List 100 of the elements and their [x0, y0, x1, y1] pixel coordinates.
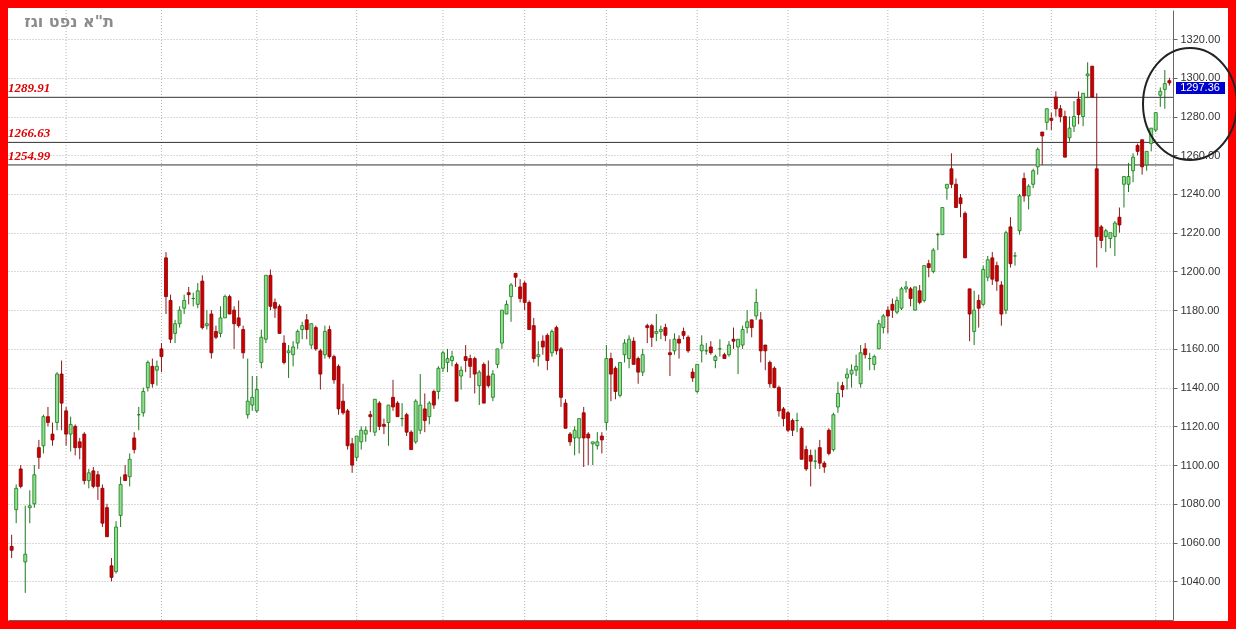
- candlestick: [1031, 168, 1036, 189]
- candlestick: [1026, 183, 1031, 210]
- candlestick: [23, 505, 28, 594]
- candlestick: [672, 332, 677, 356]
- y-tick-label: 1220.00: [1180, 226, 1221, 239]
- candlestick: [68, 416, 73, 453]
- candlestick: [250, 375, 255, 412]
- ref-line-label: 1289.91: [8, 80, 51, 96]
- y-tick-label: 1160.00: [1180, 342, 1220, 355]
- candlestick: [386, 404, 391, 447]
- candlestick: [536, 340, 541, 367]
- candlestick: [309, 323, 314, 350]
- candlestick: [245, 358, 250, 420]
- candlestick: [50, 421, 55, 447]
- candlestick: [195, 282, 200, 309]
- candlestick: [422, 392, 427, 433]
- candlestick: [254, 375, 259, 414]
- candlestick: [318, 348, 323, 391]
- candlestick: [1144, 150, 1149, 172]
- ref-line-label: 1254.99: [8, 147, 51, 163]
- candlestick: [658, 325, 663, 340]
- candlestick: [73, 423, 78, 456]
- y-tick-label: 1100.00: [1180, 458, 1220, 471]
- candlestick: [654, 313, 659, 342]
- candlestick: [313, 325, 318, 352]
- candlestick: [1013, 251, 1017, 267]
- candlestick: [649, 323, 654, 348]
- candlestick: [282, 334, 286, 365]
- candlestick: [123, 464, 128, 482]
- candlestick: [1162, 69, 1167, 110]
- candlestick: [668, 338, 672, 377]
- candlestick: [86, 468, 91, 489]
- candlestick: [377, 400, 382, 431]
- candlestick: [1112, 220, 1117, 257]
- candlestick: [931, 247, 936, 274]
- candlestick: [990, 251, 995, 286]
- candlestick: [599, 431, 604, 454]
- candlestick: [36, 439, 41, 470]
- candlestick: [477, 369, 482, 406]
- candlestick: [590, 441, 595, 466]
- candlestick: [14, 483, 19, 524]
- y-tick-label: 1080.00: [1180, 497, 1221, 510]
- candlestick: [490, 369, 495, 402]
- y-tick-label: 1140.00: [1180, 381, 1220, 394]
- candlestick: [808, 449, 813, 487]
- candlestick: [150, 358, 155, 389]
- candlestick: [994, 261, 999, 292]
- candlestick: [445, 348, 450, 373]
- candlestick: [182, 294, 187, 315]
- candlestick: [1044, 108, 1049, 131]
- y-tick-label: 1240.00: [1180, 187, 1221, 200]
- candlestick: [132, 431, 137, 454]
- candlestick: [286, 344, 291, 379]
- candlestick: [1158, 86, 1163, 108]
- candlestick: [645, 323, 650, 344]
- candlestick: [1081, 92, 1086, 127]
- candlestick: [908, 286, 913, 307]
- candlestick: [109, 557, 114, 582]
- candlestick: [1040, 131, 1045, 166]
- candlestick: [1022, 172, 1026, 203]
- candlestick: [155, 360, 159, 387]
- candlestick: [817, 439, 822, 470]
- candlestick: [972, 290, 977, 346]
- candlestick: [1103, 228, 1108, 253]
- candlestick: [1035, 146, 1040, 176]
- candlestick: [46, 406, 50, 427]
- chart-title: ת"א נפט וגז: [24, 12, 114, 31]
- candlestick: [463, 344, 468, 373]
- candlestick: [127, 452, 132, 487]
- candlestick: [717, 338, 722, 358]
- candlestick: [622, 338, 627, 363]
- candlestick: [1117, 207, 1122, 234]
- y-tick-label: 1280.00: [1180, 110, 1221, 123]
- candlestick: [976, 294, 981, 329]
- candlestick: [1085, 61, 1090, 98]
- candlestick: [945, 183, 949, 201]
- y-tick-label: 1320.00: [1180, 32, 1221, 45]
- y-tick-label: 1040.00: [1180, 574, 1221, 587]
- candlestick: [64, 406, 69, 447]
- candlestick: [368, 410, 373, 433]
- candlestick: [518, 278, 523, 303]
- candlestick: [913, 286, 918, 311]
- candlestick: [917, 284, 922, 305]
- candlestick: [18, 464, 23, 489]
- candlestick: [1076, 90, 1081, 125]
- candlestick: [472, 356, 477, 394]
- candlestick: [27, 489, 32, 524]
- candlestick: [295, 329, 300, 350]
- candlestick: [754, 288, 759, 321]
- ref-line-label: 1266.63: [8, 125, 51, 141]
- candlestick: [699, 334, 704, 363]
- candlestick: [836, 381, 840, 414]
- candlestick: [431, 389, 436, 410]
- y-tick-label: 1060.00: [1180, 536, 1221, 549]
- y-tick-label: 1180.00: [1180, 303, 1220, 316]
- candlestick: [9, 534, 14, 559]
- candlestick: [304, 313, 309, 340]
- y-tick-label: 1200.00: [1180, 264, 1221, 277]
- candlestick: [826, 427, 831, 456]
- candlestick: [241, 325, 246, 360]
